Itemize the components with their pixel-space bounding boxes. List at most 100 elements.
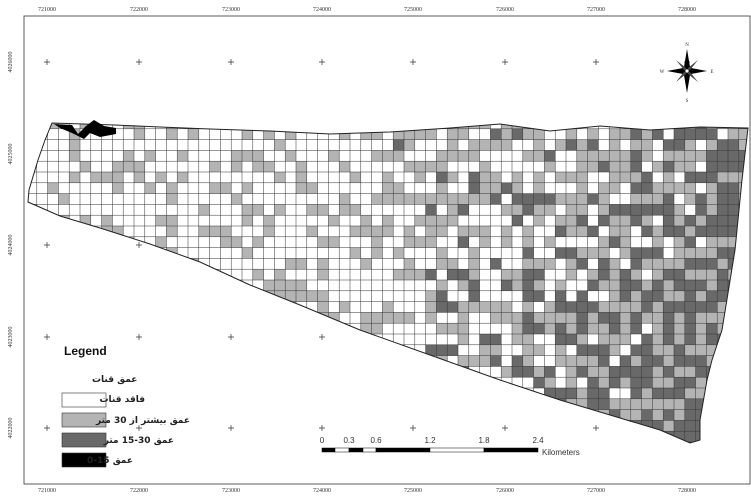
grid-cell (717, 388, 728, 399)
grid-cell (728, 269, 739, 280)
grid-cell (490, 301, 502, 313)
grid-cell (371, 388, 383, 399)
compass-n: N (685, 43, 689, 48)
grid-cell (728, 420, 739, 432)
grid-cell (663, 431, 674, 442)
grid-cell (630, 247, 642, 259)
grid-cell (512, 182, 523, 194)
graticule-cross (593, 59, 599, 65)
grid-cell (641, 377, 653, 388)
grid-cell (695, 150, 707, 162)
grid-cell (371, 247, 383, 259)
grid-cell (501, 204, 512, 216)
grid-cell (706, 388, 718, 399)
grid-cell (47, 388, 59, 399)
grid-cell (533, 366, 545, 378)
grid-cell (641, 258, 653, 270)
grid-cell (447, 128, 458, 140)
grid-cell (155, 215, 167, 226)
grid-cell (738, 398, 748, 410)
grid-cell (436, 182, 448, 194)
scale-bar-segment (348, 447, 364, 453)
grid-cell (296, 290, 307, 302)
grid-cell (285, 398, 296, 410)
grid-cell (706, 128, 718, 140)
grid-cell (717, 215, 728, 226)
grid-cell (263, 280, 275, 291)
scale-unit: Kilometers (542, 448, 580, 457)
grid-cell (706, 431, 718, 442)
grid-cell (674, 344, 685, 356)
grid-cell (90, 172, 102, 183)
graticule-cross (44, 242, 50, 248)
grid-cell (285, 323, 296, 334)
grid-cell (576, 355, 588, 367)
grid-cell (101, 172, 113, 183)
grid-cell (663, 139, 674, 151)
grid-cell (738, 334, 748, 345)
grid-cell (674, 236, 685, 248)
grid-cell (69, 301, 80, 313)
grid-cell (350, 123, 361, 129)
grid-cell (738, 420, 748, 432)
grid-cell (652, 388, 664, 399)
grid-cell (641, 128, 653, 140)
grid-cell (458, 334, 469, 345)
grid-cell (371, 236, 383, 248)
grid-cell (188, 128, 199, 140)
grid-cell (350, 204, 361, 216)
grid-cell (371, 193, 383, 205)
grid-cell (663, 398, 674, 410)
grid-cell (674, 420, 685, 432)
grid-cell (641, 355, 653, 367)
grid-cell (609, 226, 620, 237)
grid-cell (544, 377, 556, 388)
grid-cell (566, 323, 577, 334)
grid-cell (220, 182, 232, 194)
grid-cell (717, 226, 728, 237)
legend-swatch-15-30m (61, 432, 107, 448)
scale-bar-segment (375, 447, 431, 453)
grid-cell (490, 355, 502, 367)
grid-cell (69, 172, 80, 183)
grid-cell (69, 236, 80, 248)
grid-cell (177, 312, 188, 324)
graticule-cross (228, 425, 234, 431)
grid-cell (555, 388, 566, 399)
grid-cell (630, 161, 642, 172)
grid-cell (80, 280, 91, 291)
grid-cell (263, 226, 275, 237)
grid-cell (285, 290, 296, 302)
grid-cell (134, 258, 145, 270)
grid-cell (350, 172, 361, 183)
y-tick-label: 4026000 (8, 52, 14, 73)
grid-cell (188, 388, 199, 399)
y-tick-label: 4025000 (8, 144, 14, 165)
y-tick-label: 4024000 (8, 235, 14, 256)
grid-cell (620, 431, 631, 442)
grid-cell (47, 431, 59, 442)
grid-cell (663, 377, 674, 388)
grid-cell (587, 398, 599, 410)
grid-cell (738, 344, 748, 356)
grid-cell (706, 398, 718, 410)
grid-cell (468, 247, 480, 259)
grid-cell (641, 150, 653, 162)
grid-cell (177, 269, 188, 280)
grid-cell (533, 139, 545, 151)
grid-cell (684, 172, 696, 183)
grid-cell (706, 193, 718, 205)
grid-cell (479, 344, 491, 356)
grid-cell (609, 215, 620, 226)
grid-cell (252, 290, 264, 302)
grid-cell (69, 139, 80, 151)
grid-cell (706, 161, 718, 172)
grid-cell (360, 258, 372, 270)
grid-cell (328, 334, 340, 345)
grid-cell (717, 377, 728, 388)
grid-cell (576, 161, 588, 172)
grid-cell (512, 193, 523, 205)
grid-cell (47, 182, 59, 194)
grid-cell (566, 123, 577, 129)
scale-label-0-6: 0.6 (370, 436, 382, 445)
